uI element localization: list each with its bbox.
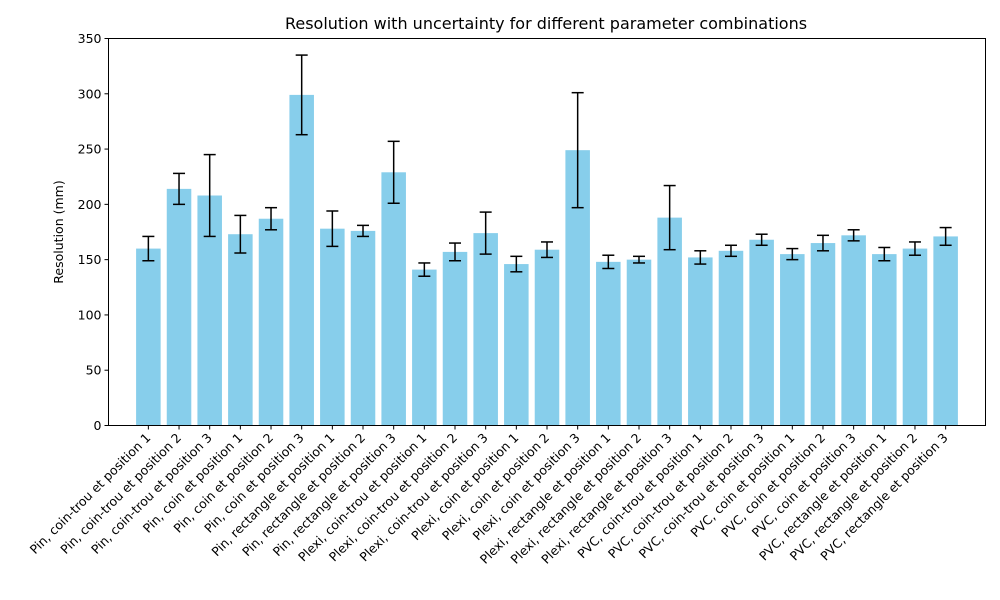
- bar: [780, 254, 805, 426]
- chart-title: Resolution with uncertainty for differen…: [285, 14, 807, 33]
- bar: [258, 218, 284, 426]
- error-bars-layer: [142, 54, 952, 277]
- bar: [350, 230, 376, 426]
- bars-layer: [136, 94, 958, 426]
- bar: [749, 239, 774, 426]
- y-tick-label: 350: [78, 31, 102, 46]
- error-bar: [694, 250, 707, 265]
- y-tick-label: 100: [78, 307, 102, 322]
- error-bar: [173, 172, 186, 206]
- bar: [412, 269, 437, 426]
- x-tick-label: Pin, coin-trou et position 3: [88, 430, 215, 557]
- bar: [872, 254, 897, 426]
- error-bar: [326, 210, 339, 248]
- error-bar: [418, 262, 431, 277]
- bar: [933, 236, 958, 426]
- error-bar: [387, 140, 400, 205]
- y-axis-label: Resolution (mm): [51, 180, 66, 283]
- error-bar: [295, 54, 308, 136]
- error-bar: [571, 91, 584, 209]
- error-bar: [724, 244, 737, 258]
- bar: [810, 243, 836, 426]
- error-bar: [541, 241, 553, 259]
- error-bar: [203, 153, 216, 238]
- error-bar: [786, 247, 799, 261]
- bar: [841, 235, 866, 426]
- error-bar: [939, 226, 952, 247]
- bar: [381, 172, 406, 426]
- y-tick-label: 300: [78, 86, 102, 101]
- error-bar: [510, 255, 523, 273]
- plot-frame: [108, 38, 986, 426]
- error-bar: [449, 242, 462, 262]
- error-bar: [265, 206, 278, 231]
- bar: [473, 233, 498, 426]
- bar: [228, 234, 253, 426]
- bar: [136, 248, 161, 426]
- y-tick-label: 150: [78, 252, 102, 267]
- error-bar: [816, 234, 829, 252]
- error-bar: [142, 235, 155, 262]
- error-bar: [602, 254, 615, 270]
- error-bar: [632, 255, 645, 264]
- x-tick-label: Pin, coin-trou et position 1: [27, 430, 154, 557]
- bar: [902, 248, 928, 426]
- y-tick-label: 50: [86, 363, 102, 378]
- error-bar: [234, 214, 247, 254]
- bar: [320, 228, 345, 426]
- error-bar: [479, 211, 492, 255]
- error-bar: [878, 246, 891, 262]
- error-bar: [663, 184, 676, 251]
- error-bar: [847, 229, 860, 242]
- bar: [289, 94, 314, 426]
- x-tick-label: Pin, coin-trou et position 2: [57, 430, 184, 557]
- y-tick-label: 0: [94, 418, 102, 433]
- bar: [688, 257, 713, 426]
- error-bar: [755, 233, 768, 247]
- bar: [442, 251, 468, 426]
- y-tick-label: 200: [78, 197, 102, 212]
- bar: [718, 250, 744, 426]
- bar: [626, 259, 652, 426]
- bar: [166, 188, 192, 426]
- bar: [657, 217, 682, 426]
- error-bar: [908, 241, 921, 256]
- error-bar: [357, 224, 370, 238]
- bar: [534, 249, 560, 426]
- y-axis-ticks: 0 50 100 150 200 250 300 350: [78, 31, 109, 433]
- bar: [504, 264, 529, 426]
- bar: [596, 261, 621, 426]
- y-tick-label: 250: [78, 142, 102, 157]
